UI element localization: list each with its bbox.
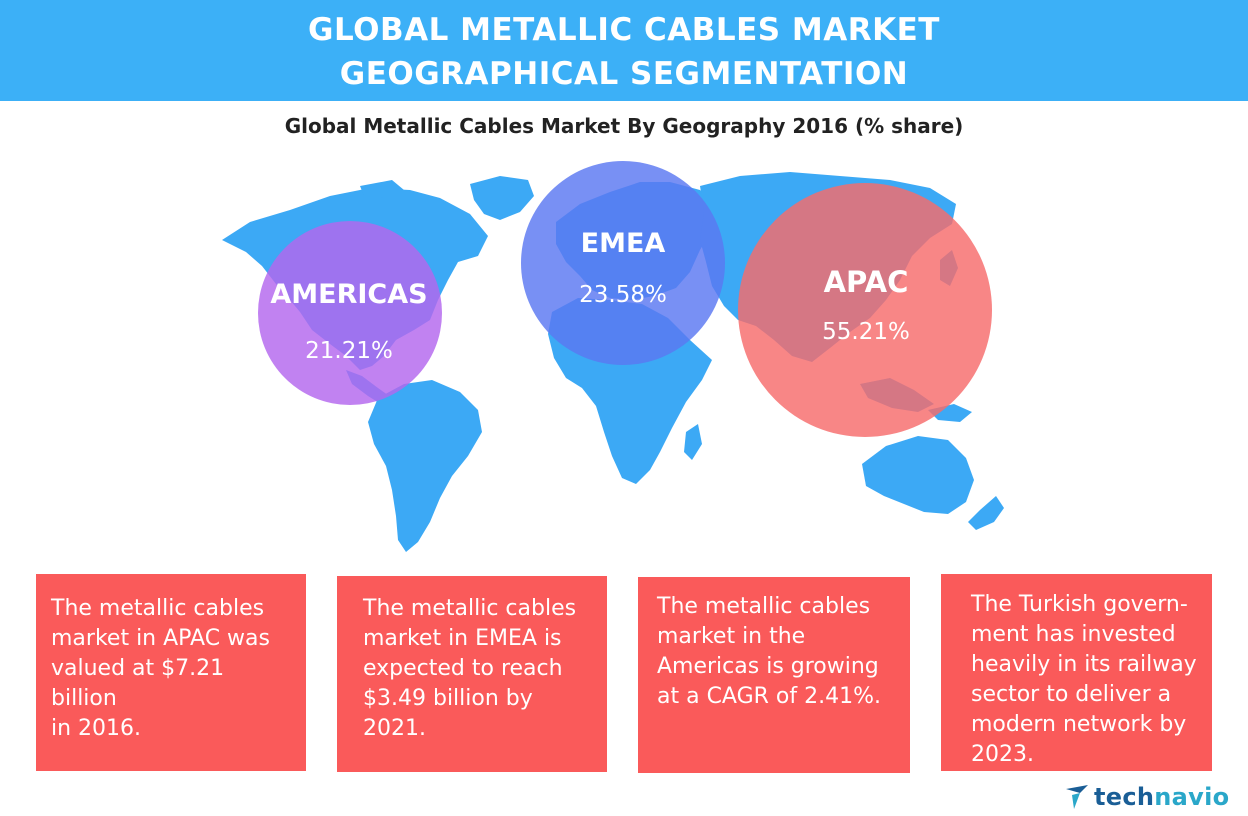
card-line: market in EMEA is (363, 626, 562, 651)
madagascar-shape (684, 424, 702, 460)
apac-share: 55.21% (822, 319, 910, 345)
card-line: valued at $7.21 billion (51, 656, 225, 711)
americas-share: 21.21% (305, 338, 393, 364)
apac-info-card: The metallic cables market in APAC was v… (36, 574, 306, 771)
americas-info-card: The metallic cables market in the Americ… (638, 577, 910, 773)
australia-shape (862, 436, 974, 514)
arctic-islands-shape (360, 180, 404, 198)
card-line: ment has invested (971, 622, 1176, 647)
technavio-logo-icon (1066, 785, 1088, 809)
brand-suffix: navio (1154, 783, 1230, 811)
card-line: The Turkish govern- (971, 592, 1188, 617)
card-line: heavily in its railway (971, 652, 1197, 677)
new-zealand-shape (968, 496, 1004, 530)
card-line: modern network by (971, 712, 1187, 737)
americas-bubble (258, 221, 442, 405)
emea-share: 23.58% (579, 282, 667, 308)
card-line: in 2016. (51, 716, 142, 741)
card-line: The metallic cables (363, 596, 577, 621)
card-line: Americas is growing (657, 654, 879, 679)
apac-bubble (738, 183, 992, 437)
emea-bubble (521, 161, 725, 365)
emea-info-card: The metallic cables market in EMEA is ex… (337, 576, 607, 772)
greenland-shape (470, 176, 534, 220)
brand-wordmark: technavio (1094, 783, 1229, 811)
card-line: 2023. (971, 742, 1034, 767)
apac-label: APAC (824, 265, 909, 299)
card-line: The metallic cables (657, 594, 871, 619)
brand-prefix: tech (1094, 783, 1155, 811)
card-line: $3.49 billion by 2021. (363, 686, 533, 741)
card-line: market in APAC was (51, 626, 270, 651)
card-line: at a CAGR of 2.41%. (657, 684, 882, 709)
header-banner: GLOBAL METALLIC CABLES MARKET GEOGRAPHIC… (0, 0, 1248, 101)
chart-subtitle: Global Metallic Cables Market By Geograp… (284, 114, 964, 138)
card-line: market in the (657, 624, 806, 649)
card-line: expected to reach (363, 656, 563, 681)
americas-label: AMERICAS (270, 279, 427, 310)
header-title-line1: GLOBAL METALLIC CABLES MARKET (308, 12, 940, 48)
south-america-shape (368, 380, 482, 552)
emea-label: EMEA (581, 228, 666, 259)
turkey-info-card: The Turkish govern- ment has invested he… (941, 574, 1212, 771)
header-title-line2: GEOGRAPHICAL SEGMENTATION (339, 56, 909, 92)
technavio-logo: technavio (1066, 780, 1229, 814)
card-line: sector to deliver a (971, 682, 1172, 707)
card-line: The metallic cables (51, 596, 265, 621)
